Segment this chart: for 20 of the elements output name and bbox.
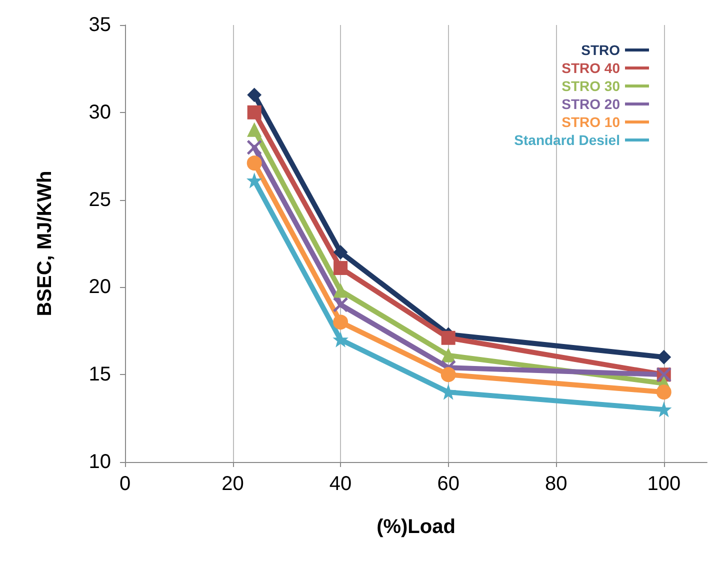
legend-label: STRO xyxy=(581,42,620,58)
y-tick-label: 15 xyxy=(88,364,111,386)
legend-label: STRO 30 xyxy=(562,78,620,94)
y-tick-label: 20 xyxy=(88,276,111,298)
y-tick-label: 10 xyxy=(88,451,111,473)
x-tick-label: 40 xyxy=(329,473,352,495)
x-tick-label: 60 xyxy=(437,473,460,495)
x-axis-title: (%)Load xyxy=(376,516,456,538)
x-tick-label: 80 xyxy=(544,473,568,495)
y-axis-title: BSEC, MJ/KWh xyxy=(34,170,56,316)
x-tick-label: 0 xyxy=(119,473,131,495)
legend-label: Standard Desiel xyxy=(514,132,620,148)
legend-label: STRO 20 xyxy=(562,96,620,112)
legend-label: STRO 40 xyxy=(562,60,620,76)
y-tick-label: 25 xyxy=(88,188,111,211)
x-tick-label: 100 xyxy=(647,473,681,495)
y-tick-label: 30 xyxy=(88,101,111,124)
x-tick-label: 20 xyxy=(222,473,244,495)
y-tick-label: 35 xyxy=(88,14,111,36)
legend-label: STRO 10 xyxy=(562,114,620,130)
